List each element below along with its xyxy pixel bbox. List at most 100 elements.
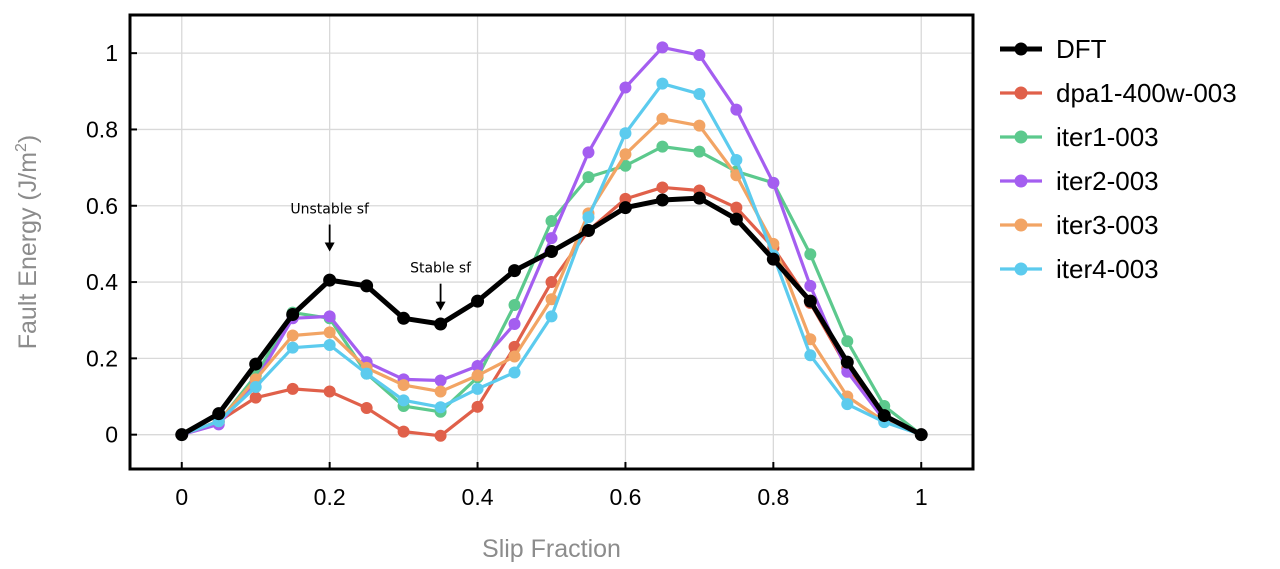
data-point — [730, 153, 743, 166]
x-tick-label: 0 — [175, 484, 188, 510]
legend: DFT dpa1-400w-003 iter1-003 iter2-003 iter3-… — [1000, 34, 1237, 284]
data-point — [508, 350, 521, 363]
data-point — [360, 367, 373, 380]
data-point — [619, 127, 632, 140]
annotation-label: Stable sf — [410, 261, 472, 277]
data-point — [618, 201, 632, 215]
data-point — [840, 355, 854, 369]
data-point — [434, 374, 447, 387]
legend-marker — [1014, 218, 1028, 232]
data-point — [692, 191, 706, 205]
y-tick-label: 0.6 — [86, 193, 118, 219]
data-point — [730, 103, 743, 116]
legend-item: dpa1-400w-003 — [1000, 78, 1237, 108]
series-layer — [175, 41, 928, 442]
data-point — [286, 307, 300, 321]
x-tick-label: 0.2 — [314, 484, 346, 510]
data-point — [841, 335, 854, 348]
data-point — [693, 119, 706, 132]
data-point — [656, 112, 669, 125]
annotation-label: Unstable sf — [290, 202, 370, 218]
series-DFT — [175, 191, 928, 442]
data-point — [434, 385, 447, 398]
data-point — [434, 401, 447, 414]
data-point — [508, 318, 521, 331]
data-point — [804, 279, 817, 292]
data-point — [767, 176, 780, 189]
data-point — [249, 357, 263, 371]
data-point — [693, 145, 706, 158]
data-point — [545, 215, 558, 228]
data-point — [693, 49, 706, 62]
data-point — [804, 333, 817, 346]
data-point — [434, 429, 447, 442]
data-point — [323, 385, 336, 398]
data-point — [471, 294, 485, 308]
legend-item: iter1-003 — [1000, 122, 1159, 152]
data-point — [323, 310, 336, 323]
data-point — [582, 171, 595, 184]
series-iter1-003 — [175, 140, 928, 441]
data-point — [619, 159, 632, 172]
y-tick-label: 0.2 — [86, 345, 118, 371]
legend-label: iter4-003 — [1056, 254, 1159, 284]
data-point — [656, 140, 669, 153]
data-point — [656, 181, 669, 194]
data-point — [286, 329, 299, 342]
data-point — [212, 407, 226, 421]
legend-label: DFT — [1056, 34, 1107, 64]
data-point — [360, 279, 374, 293]
data-point — [656, 77, 669, 90]
y-axis-title-main: Fault Energy (J/m — [14, 152, 42, 349]
data-point — [508, 264, 522, 278]
legend-marker — [1014, 174, 1028, 188]
data-point — [471, 369, 484, 382]
data-point — [729, 212, 743, 226]
data-point — [249, 380, 262, 393]
data-point — [545, 232, 558, 245]
data-point — [582, 211, 595, 224]
data-point — [619, 148, 632, 161]
data-point — [619, 192, 632, 205]
y-tick-label: 0.4 — [86, 269, 118, 295]
data-point — [877, 409, 891, 423]
y-tick-label: 0 — [105, 422, 118, 448]
legend-item: iter4-003 — [1000, 254, 1159, 284]
data-point — [545, 293, 558, 306]
data-point — [471, 382, 484, 395]
series-iter4-003 — [175, 77, 928, 441]
data-point — [286, 382, 299, 395]
data-point — [655, 193, 669, 207]
annotation-arrow-head — [435, 301, 446, 311]
y-axis-title-sup: 2 — [13, 143, 30, 152]
data-point — [693, 87, 706, 100]
series-iter2-003 — [175, 41, 928, 441]
x-tick-label: 0.4 — [462, 484, 494, 510]
axis-ticks: 0 0.2 0.4 0.6 0.8 1 0 0.2 0.4 0.6 0.8 1 — [86, 40, 928, 510]
data-point — [914, 428, 928, 442]
y-axis-title-close: ) — [14, 135, 42, 143]
data-point — [397, 425, 410, 438]
data-point — [545, 245, 558, 259]
legend-label: iter1-003 — [1056, 122, 1159, 152]
y-tick-label: 0.8 — [86, 116, 118, 142]
data-point — [619, 81, 632, 94]
legend-label: iter3-003 — [1056, 210, 1159, 240]
data-point — [804, 248, 817, 261]
x-tick-label: 1 — [915, 484, 928, 510]
annotations: Unstable sf Stable sf — [290, 202, 472, 311]
legend-marker — [1014, 262, 1028, 276]
legend-label: dpa1-400w-003 — [1056, 78, 1237, 108]
data-point — [323, 273, 337, 287]
x-axis-title: Slip Fraction — [482, 535, 621, 563]
data-point — [249, 391, 262, 404]
y-axis-title: Fault Energy (J/m2) — [13, 135, 42, 350]
legend-marker — [1014, 42, 1028, 56]
data-point — [582, 146, 595, 159]
data-point — [397, 311, 411, 325]
data-point — [803, 294, 817, 308]
data-point — [471, 400, 484, 413]
data-point — [545, 310, 558, 323]
data-point — [730, 169, 743, 182]
y-tick-label: 1 — [105, 40, 118, 66]
